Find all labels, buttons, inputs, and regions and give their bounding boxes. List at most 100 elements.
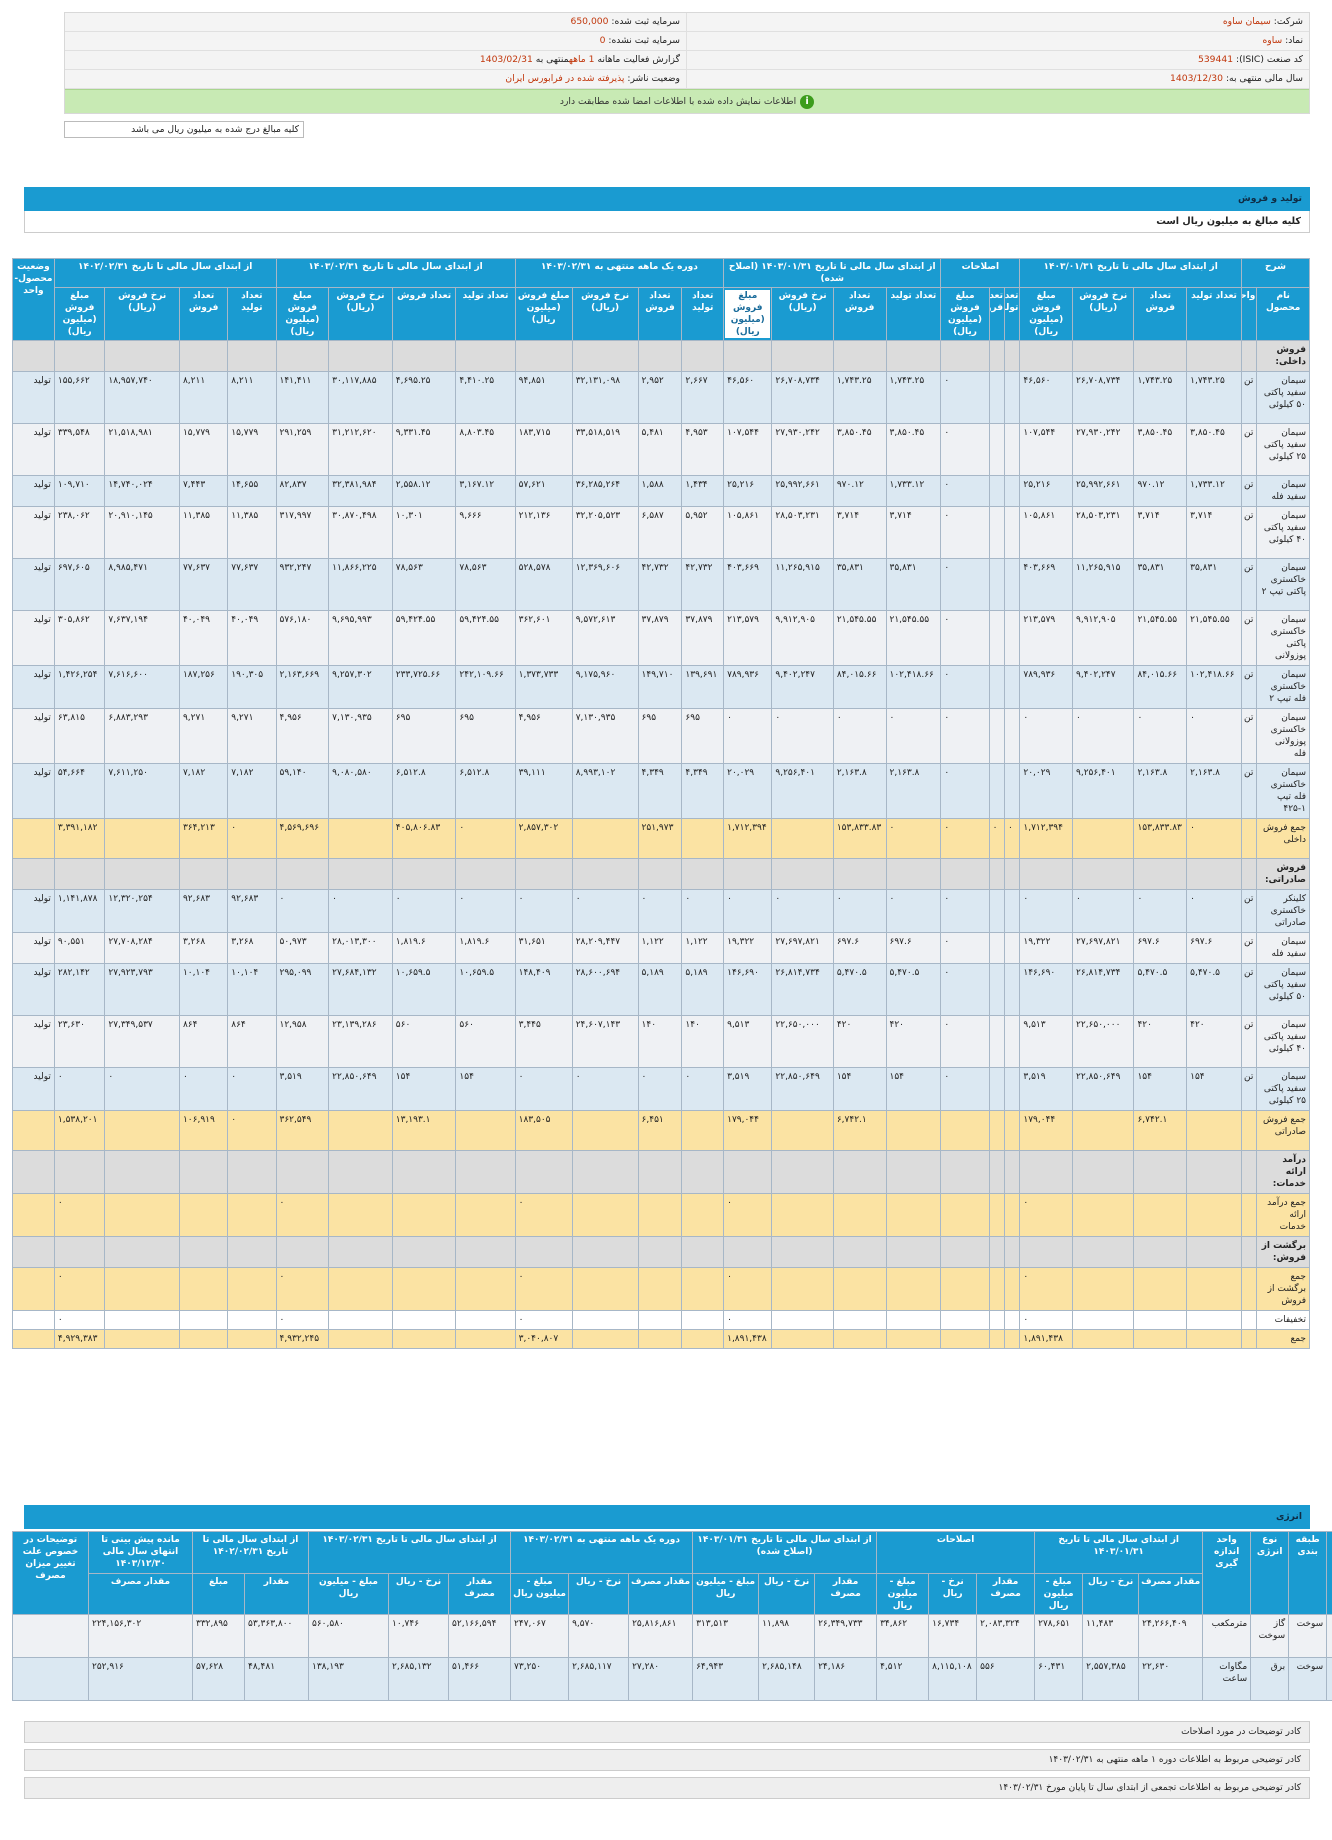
production-cell: ۳۶۲,۵۴۹ [275,1110,330,1151]
production-cell [455,1310,516,1330]
energy-row: سیمان، آهک و گچسوختبرقمگاوات ساعت۲۲,۶۳۰۲… [12,1657,1332,1701]
production-cell [988,763,1006,819]
production-cell: تولید [12,1067,55,1111]
production-cell: ۲۷,۹۳۰,۲۴۲ [771,423,834,476]
production-cell: تولید [12,708,55,764]
production-cell: ۰ [514,1067,573,1111]
isic-field: کد صنعت (ISIC): 539441 [1197,54,1303,65]
energy-cell: ۳۳۲,۸۹۵ [192,1614,245,1658]
production-cell [940,1310,990,1330]
energy-column-header: مبلغ - میلیون ریال [692,1573,760,1615]
symbol-value[interactable]: ساوه [1262,35,1283,46]
energy-cell [12,1614,89,1658]
production-cell [885,1236,942,1268]
production-cell: تولید [12,475,55,507]
production-cell: ۰ [771,889,834,933]
production-cell: ۲۴,۶۰۷,۱۴۳ [571,1015,639,1068]
energy-cell: ۹,۵۷۰ [568,1614,630,1658]
production-cell: ۹۲,۶۸۳ [178,889,229,933]
production-cell [1004,1236,1021,1268]
production-cell: ۰ [1019,1267,1074,1311]
energy-column-header: مبلغ - میلیون ریال [1034,1573,1084,1615]
production-cell: ۳۶,۲۸۵,۲۶۴ [571,475,639,507]
production-cell [178,1329,229,1349]
production-cell: ۰ [940,665,990,709]
production-cell: ۲۵,۲۱۶ [1019,475,1074,507]
energy-cell: برق [1250,1657,1290,1701]
production-cell: ۰ [723,1193,773,1237]
production-cell: ۶۹۷,۶۰۵ [53,558,106,611]
production-cell: ۰ [1072,889,1135,933]
production-cell [1240,1310,1258,1330]
production-cell [771,1267,834,1311]
unregistered-capital-value: 0 [599,35,606,46]
production-cell: ۱۱,۳۸۵ [227,506,277,559]
production-cell: ۹۲,۶۸۳ [227,889,277,933]
production-cell: ۰ [53,1267,106,1311]
production-cell [988,1310,1006,1330]
production-cell: ۱۸۳,۵۰۵ [514,1110,573,1151]
production-cell: ۱۰۷,۵۴۴ [723,423,773,476]
production-cell [988,610,1006,666]
cumulative-notes-box[interactable]: کادر توضیحی مربوط به اطلاعات تجمعی از اب… [24,1777,1310,1799]
production-cell [455,1236,516,1268]
production-cell: ۳,۷۱۴ [1186,506,1242,559]
monthly-notes-box[interactable]: کادر توضیحی مربوط به اطلاعات دوره ۱ ماهه… [24,1749,1310,1771]
company-value[interactable]: سیمان ساوه [1222,16,1271,27]
production-cell: ۱۹۰,۳۰۵ [227,665,277,709]
energy-group-header: از ابتدای سال مالی تا تاریخ ۱۴۰۳/۰۱/۳۱ (… [692,1531,878,1574]
production-cell [1186,1310,1242,1330]
energy-cell: ۲۵,۸۱۶,۸۶۱ [628,1614,694,1658]
production-cell: تولید [12,371,55,424]
production-cell: ۲۴۲,۱۰۹.۶۶ [455,665,516,709]
production-cell: ۱,۳۷۳,۷۳۳ [514,665,573,709]
corrections-notes-box[interactable]: کادر توضیحات در مورد اصلاحات [24,1721,1310,1743]
energy-cell [12,1657,89,1701]
production-cell: ۱۱,۸۶۶,۲۲۵ [328,558,393,611]
production-cell: ۴۶,۵۶۰ [723,371,773,424]
publisher-status-field: وضعیت ناشر: پذیرفته شده در فرابورس ایران [65,70,687,88]
energy-cell: ۷۳,۲۵۰ [510,1657,570,1701]
production-cell [771,340,834,372]
production-cell [637,858,683,890]
production-cell: ۲۸,۶۰۰,۶۹۴ [571,963,639,1016]
production-cell: ۱,۸۱۹.۶ [455,932,516,964]
production-cell: تن [1240,963,1258,1016]
production-cell [988,371,1006,424]
production-cell [53,340,106,372]
production-cell: ۰ [832,708,887,764]
production-cell: تولید [12,932,55,964]
production-column-header: تعداد فروش [637,287,683,341]
production-cell: ۶,۵۱۲.۸ [391,763,457,819]
production-cell [637,340,683,372]
production-cell: ۱۳,۱۹۳.۱ [391,1110,457,1151]
energy-column-header: نرخ - ریال [388,1573,450,1615]
production-cell: ۱,۵۳۸,۲۰۱ [53,1110,106,1151]
energy-cell: ۲,۰۸۳,۳۲۴ [976,1614,1036,1658]
production-row: سیمان سفید پاکتی ۴۰ کیلوئی تن ۳,۷۱۴ ۳,۷۱۴ ۲۸… [12,506,1310,559]
energy-column-header: مقدار مصرف [814,1573,878,1615]
production-cell: ۹,۹۱۲,۹۰۵ [1072,610,1135,666]
product-name-cell: جمع فروش داخلی [1256,818,1310,859]
production-cell: ۱۴۰ [637,1015,683,1068]
production-cell [832,858,887,890]
production-cell [227,1267,277,1311]
production-cell: ۳۹,۱۱۱ [514,763,573,819]
production-cell [328,818,393,859]
production-row: سیمان خاکستری پاکتی پوزولانی تن ۲۱,۵۴۵.۵۵ ۲… [12,610,1310,666]
production-cell: ۲۷,۷۰۸,۲۸۴ [104,932,180,964]
production-group-header: شرح [1240,258,1311,288]
production-cell: ۰ [885,889,942,933]
production-cell: ۹,۲۵۶,۴۰۱ [771,763,834,819]
production-cell: ۳۱۷,۹۹۷ [275,506,330,559]
production-cell: ۹,۹۱۲,۹۰۵ [771,610,834,666]
production-cell: ۲۲,۸۵۰,۶۴۹ [1072,1067,1135,1111]
production-cell: ۵,۴۸۱ [637,423,683,476]
production-row: سیمان سفید پاکتی ۵۰ کیلوئی تن ۱,۷۴۳.۲۵ ۱,۷۴… [12,371,1310,424]
production-cell: ۵,۱۸۹ [637,963,683,1016]
production-cell [1004,1310,1021,1330]
production-cell: ۰ [1019,708,1074,764]
production-cell [885,1110,942,1151]
production-cell: ۲۰,۰۲۹ [1019,763,1074,819]
product-name-cell: درآمد ارائه خدمات: [1256,1150,1310,1194]
